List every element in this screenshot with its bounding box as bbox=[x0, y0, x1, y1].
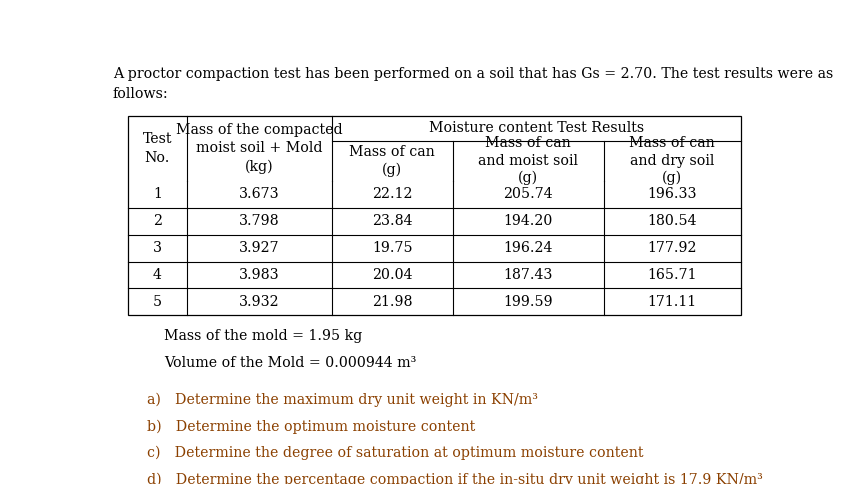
Text: 180.54: 180.54 bbox=[648, 214, 697, 228]
Text: Test
No.: Test No. bbox=[143, 132, 172, 165]
Text: c) Determine the degree of saturation at optimum moisture content: c) Determine the degree of saturation at… bbox=[147, 446, 644, 460]
Text: 199.59: 199.59 bbox=[503, 295, 553, 309]
Text: A proctor compaction test has been performed on a soil that has Gs = 2.70. The t: A proctor compaction test has been perfo… bbox=[113, 67, 833, 101]
Text: 20.04: 20.04 bbox=[372, 268, 412, 282]
Text: Mass of the compacted
moist soil + Mold
(kg): Mass of the compacted moist soil + Mold … bbox=[176, 123, 342, 174]
Text: 165.71: 165.71 bbox=[648, 268, 697, 282]
Text: Moisture content Test Results: Moisture content Test Results bbox=[429, 121, 644, 135]
Text: 196.24: 196.24 bbox=[504, 241, 553, 255]
Text: 3: 3 bbox=[153, 241, 161, 255]
Text: 171.11: 171.11 bbox=[648, 295, 696, 309]
Text: Mass of can
(g): Mass of can (g) bbox=[349, 145, 435, 177]
Text: 3.983: 3.983 bbox=[239, 268, 279, 282]
Text: b) Determine the optimum moisture content: b) Determine the optimum moisture conten… bbox=[147, 419, 476, 434]
Text: 177.92: 177.92 bbox=[648, 241, 697, 255]
Text: 22.12: 22.12 bbox=[372, 187, 412, 201]
Text: 3.798: 3.798 bbox=[239, 214, 279, 228]
Text: Mass of can
and moist soil
(g): Mass of can and moist soil (g) bbox=[478, 136, 578, 185]
Text: Volume of the Mold = 0.000944 m³: Volume of the Mold = 0.000944 m³ bbox=[164, 356, 416, 370]
Text: Mass of can
and dry soil
(g): Mass of can and dry soil (g) bbox=[629, 136, 715, 185]
Text: 4: 4 bbox=[153, 268, 161, 282]
Text: 205.74: 205.74 bbox=[503, 187, 553, 201]
Text: 196.33: 196.33 bbox=[648, 187, 697, 201]
Text: a) Determine the maximum dry unit weight in KN/m³: a) Determine the maximum dry unit weight… bbox=[147, 393, 538, 407]
Text: 194.20: 194.20 bbox=[504, 214, 553, 228]
Text: 21.98: 21.98 bbox=[372, 295, 412, 309]
Text: 5: 5 bbox=[153, 295, 161, 309]
Text: 19.75: 19.75 bbox=[372, 241, 413, 255]
Text: 3.673: 3.673 bbox=[239, 187, 279, 201]
Text: d) Determine the percentage compaction if the in-situ dry unit weight is 17.9 KN: d) Determine the percentage compaction i… bbox=[147, 473, 764, 484]
Text: 1: 1 bbox=[153, 187, 161, 201]
Text: Mass of the mold = 1.95 kg: Mass of the mold = 1.95 kg bbox=[164, 330, 362, 343]
Text: 187.43: 187.43 bbox=[504, 268, 553, 282]
Text: 23.84: 23.84 bbox=[372, 214, 412, 228]
Text: 2: 2 bbox=[153, 214, 161, 228]
Text: 3.932: 3.932 bbox=[239, 295, 279, 309]
Text: 3.927: 3.927 bbox=[239, 241, 279, 255]
